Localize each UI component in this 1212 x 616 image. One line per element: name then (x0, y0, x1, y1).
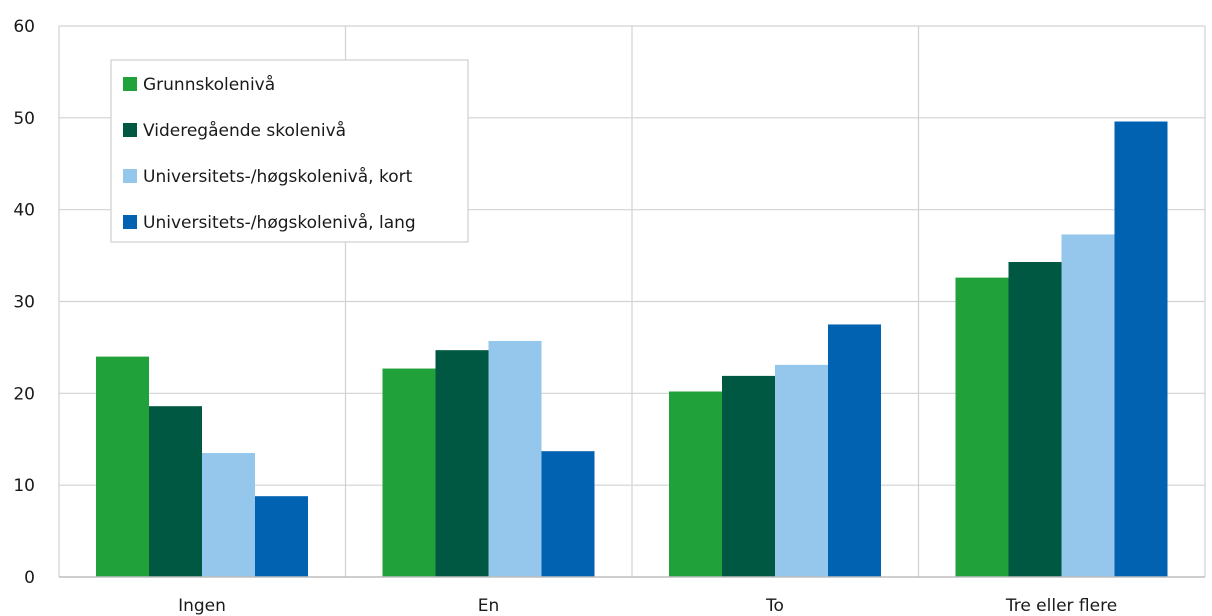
x-tick-label: En (478, 596, 500, 616)
bar (488, 340, 542, 577)
bar (382, 368, 436, 577)
legend-swatch (123, 169, 137, 183)
bar (255, 496, 308, 577)
y-tick-label: 20 (13, 384, 35, 404)
bar (149, 406, 202, 577)
legend-label: Universitets-/høgskolenivå, lang (143, 212, 416, 233)
bar (1061, 234, 1115, 577)
x-axis-ticks: Ingen En To Tre eller flere (178, 596, 1117, 616)
bar (96, 356, 149, 577)
bar (775, 364, 828, 577)
bar (541, 451, 595, 577)
legend-label: Grunnskolenivå (143, 74, 275, 95)
x-tick-label: To (765, 596, 784, 616)
y-axis-ticks: 0 10 20 30 40 50 60 (13, 17, 35, 588)
legend-items: Grunnskolenivå Videregående skolenivå Univ… (123, 74, 416, 233)
bar (955, 277, 1009, 577)
legend-label: Videregående skolenivå (143, 120, 346, 141)
bar (828, 324, 881, 577)
y-tick-label: 60 (13, 17, 35, 37)
legend: Grunnskolenivå Videregående skolenivå Univ… (110, 59, 469, 243)
legend-swatch (123, 77, 137, 91)
y-tick-label: 40 (13, 201, 35, 221)
bar (669, 391, 722, 577)
legend-box (110, 59, 469, 243)
bar (1008, 262, 1062, 577)
y-tick-label: 0 (24, 568, 35, 588)
bar (202, 453, 255, 577)
x-tick-label: Ingen (178, 596, 226, 616)
bar (435, 350, 489, 577)
legend-label: Universitets-/høgskolenivå, kort (143, 166, 413, 187)
legend-swatch (123, 123, 137, 137)
bar (1114, 121, 1168, 578)
legend-swatch (123, 215, 137, 229)
bar (722, 375, 775, 577)
x-tick-label: Tre eller flere (1005, 596, 1117, 616)
bars (96, 121, 1168, 578)
y-tick-label: 50 (13, 109, 35, 129)
y-tick-label: 30 (13, 293, 35, 313)
y-tick-label: 10 (13, 476, 35, 496)
